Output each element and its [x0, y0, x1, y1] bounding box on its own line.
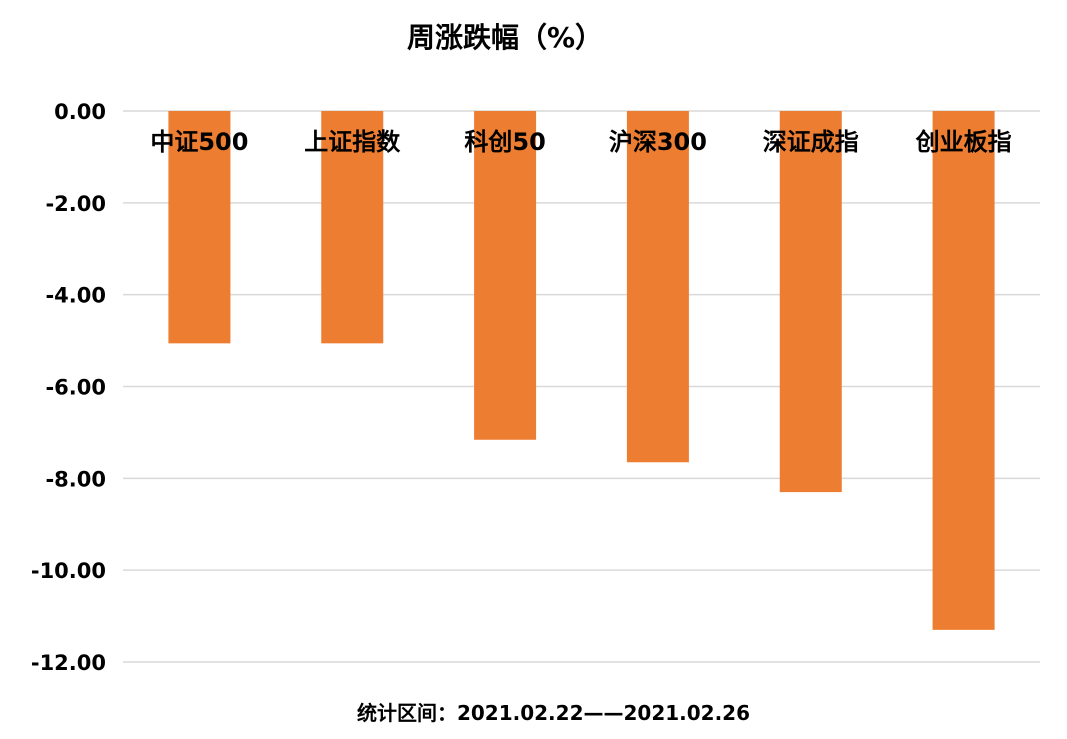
y-tick-label: -6.00: [45, 376, 106, 400]
bar: [321, 111, 384, 344]
category-label: 科创50: [464, 128, 545, 156]
y-axis-tick-labels: 0.00 -2.00 -4.00 -6.00 -8.00 -10.00 -12.00: [31, 100, 106, 675]
category-label: 上证指数: [304, 128, 401, 156]
bar: [168, 111, 231, 344]
footnote-date-range: 统计区间：2021.02.22——2021.02.26: [356, 701, 751, 725]
category-labels: 中证500 上证指数 科创50 沪深300 深证成指 创业板指: [150, 128, 1011, 156]
bar: [474, 111, 537, 440]
category-label: 创业板指: [915, 128, 1012, 156]
category-label: 沪深300: [609, 128, 707, 156]
y-tick-label: -10.00: [31, 559, 106, 583]
y-tick-label: 0.00: [54, 100, 106, 124]
y-tick-label: -12.00: [31, 651, 106, 675]
category-label: 中证500: [150, 128, 248, 156]
bar: [626, 111, 689, 463]
gridlines: [123, 110, 1040, 663]
y-tick-label: -4.00: [45, 284, 106, 308]
category-label: 深证成指: [763, 128, 859, 156]
chart-title: 周涨跌幅（%）: [406, 21, 604, 54]
bars: [168, 111, 995, 630]
y-tick-label: -2.00: [45, 192, 106, 216]
bar: [932, 111, 995, 630]
y-tick-label: -8.00: [45, 467, 106, 491]
bar: [779, 111, 842, 493]
